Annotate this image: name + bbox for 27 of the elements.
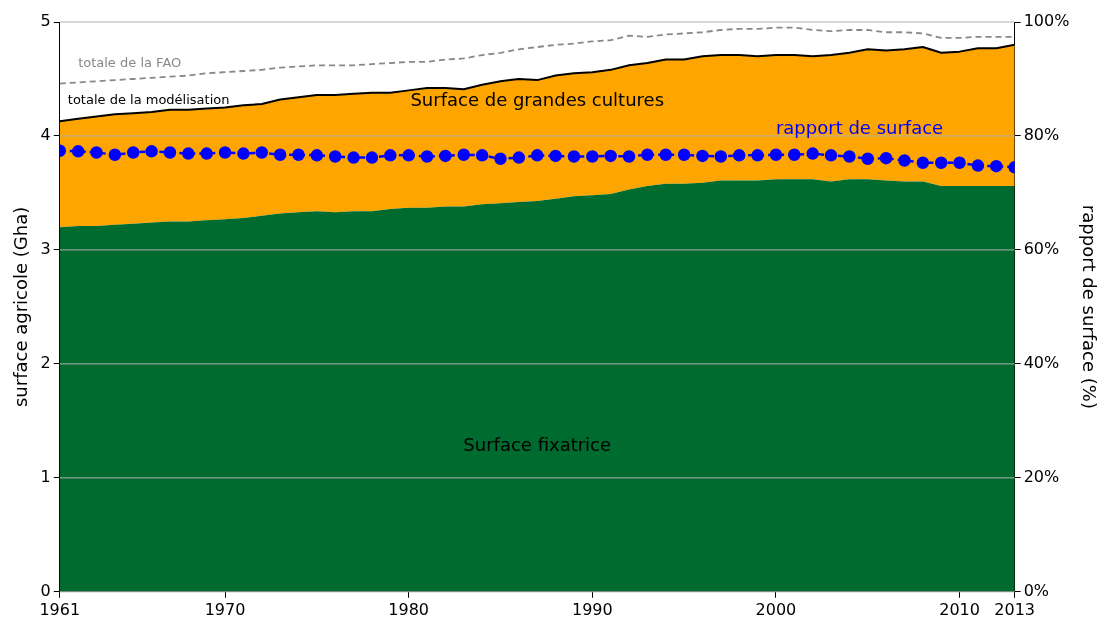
y2-tick-label: 20% (1023, 467, 1060, 486)
y-tick-label: 1 (40, 467, 51, 486)
y-tick-label: 2 (40, 353, 51, 373)
y-tick-label: 5 (40, 11, 51, 31)
y2-axis-title: rapport de surface (%) (1078, 204, 1100, 409)
annotation: totale de la modélisation (67, 92, 230, 108)
x-tick-label: 2013 (994, 599, 1036, 619)
y2-tick-label: 0% (1023, 580, 1050, 600)
x-tick-label: 1990 (571, 599, 613, 619)
x-tick-label: 2000 (755, 599, 797, 619)
y2-tick-label: 40% (1023, 353, 1060, 373)
x-tick-label: 1961 (39, 599, 81, 619)
y-tick-label: 0 (40, 580, 51, 600)
x-tick-label: 2010 (939, 599, 980, 619)
y2-tick-label: 80% (1023, 125, 1060, 145)
y2-tick-label: 100% (1023, 11, 1070, 31)
y2-tick-label: 60% (1023, 239, 1060, 259)
series-label: Surface de grandes cultures (410, 88, 665, 110)
y-tick-label: 3 (40, 239, 51, 259)
series-label: rapport de surface (775, 117, 944, 139)
series-label: totale de la FAO (78, 55, 182, 71)
line-series (59, 26, 1015, 85)
x-tick-label: 1980 (388, 599, 430, 619)
series-label: Surface fixatrice (463, 433, 612, 455)
y-axis-title: surface agricole (Gha) (10, 206, 32, 408)
y-tick-label: 4 (40, 125, 51, 145)
x-tick-label: 1970 (204, 599, 246, 619)
